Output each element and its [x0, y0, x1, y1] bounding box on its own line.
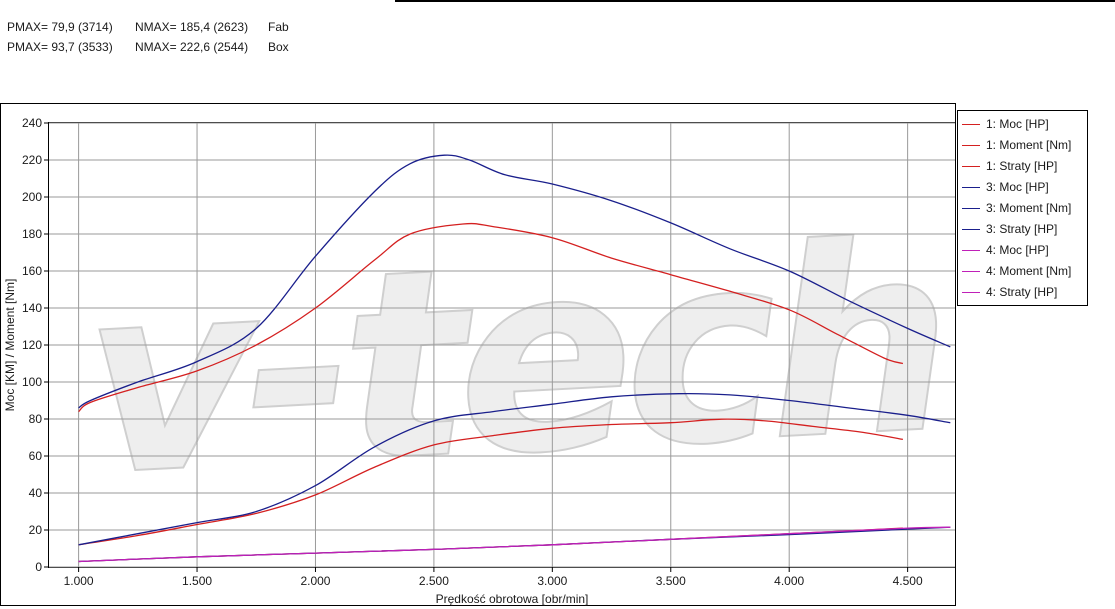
x-tick-label: 3.500	[656, 574, 686, 588]
legend-label: 1: Moc [HP]	[986, 117, 1049, 131]
legend-swatch	[962, 166, 980, 168]
legend-label: 4: Moment [Nm]	[986, 264, 1072, 278]
y-tick-label: 40	[29, 486, 43, 500]
pmax-value: PMAX= 79,9 (3714)	[7, 20, 113, 34]
legend-label: 4: Moc [HP]	[986, 243, 1049, 257]
series-layer	[78, 154, 951, 563]
top-divider	[395, 0, 1115, 2]
legend-swatch	[962, 250, 980, 252]
x-tick-label: 4.500	[893, 574, 923, 588]
legend-label: 1: Straty [HP]	[986, 159, 1058, 173]
x-tick-label: 1.500	[182, 574, 212, 588]
y-tick-label: 200	[22, 190, 42, 204]
y-tick-label: 0	[35, 560, 42, 574]
y-tick-label: 60	[29, 449, 43, 463]
legend-item: 1: Straty [HP]	[962, 157, 1057, 175]
series-line-2	[78, 222, 904, 413]
y-tick-label: 100	[22, 375, 42, 389]
series-line-4	[78, 392, 951, 546]
x-tick-label: 2.500	[419, 574, 449, 588]
y-tick-label: 160	[22, 264, 42, 278]
y-tick-label: 120	[22, 338, 42, 352]
nmax-value: NMAX= 185,4 (2623)	[135, 20, 249, 34]
y-axis-label: Moc [KM] / Moment [Nm]	[3, 279, 17, 412]
run-label: Fab	[268, 20, 289, 34]
x-axis: 1.000 1.500 2.000 2.500 3.000 3.500 4.000 4.500	[64, 567, 923, 588]
legend-swatch	[962, 292, 980, 294]
legend-label: 3: Moc [HP]	[986, 180, 1049, 194]
legend-swatch	[962, 145, 980, 147]
x-tick-label: 3.000	[537, 574, 567, 588]
y-tick-label: 80	[29, 412, 43, 426]
y-tick-label: 220	[22, 153, 42, 167]
y-tick-label: 240	[22, 116, 42, 130]
legend-item: 1: Moment [Nm]	[962, 136, 1071, 154]
series-line-1	[78, 418, 904, 546]
legend-item: 3: Moment [Nm]	[962, 199, 1071, 217]
grid	[49, 122, 955, 568]
legend-label: 1: Moment [Nm]	[986, 138, 1072, 152]
watermark-logo: v-tech	[78, 188, 950, 534]
legend-swatch	[962, 187, 980, 189]
x-tick-label: 2.000	[300, 574, 330, 588]
x-tick-label: 1.000	[64, 574, 94, 588]
legend-swatch	[962, 124, 980, 126]
legend-item: 3: Moc [HP]	[962, 178, 1049, 196]
legend-item: 4: Straty [HP]	[962, 283, 1057, 301]
legend: 1: Moc [HP] 1: Moment [Nm] 1: Straty [HP] 3…	[957, 110, 1088, 306]
legend-label: 3: Moment [Nm]	[986, 201, 1072, 215]
pmax-value: PMAX= 93,7 (3533)	[7, 40, 113, 54]
y-tick-label: 180	[22, 227, 42, 241]
legend-label: 4: Straty [HP]	[986, 285, 1058, 299]
legend-item: 4: Moment [Nm]	[962, 262, 1071, 280]
legend-item: 3: Straty [HP]	[962, 220, 1057, 238]
legend-item: 4: Moc [HP]	[962, 241, 1049, 259]
legend-label: 3: Straty [HP]	[986, 222, 1058, 236]
legend-swatch	[962, 271, 980, 273]
y-tick-label: 20	[29, 523, 43, 537]
y-axis: 0 20 40 60 80 100 120 140 160 180 200 220 240	[22, 116, 49, 574]
x-axis-label: Prędkość obrotowa [obr/min]	[436, 592, 589, 606]
run-label: Box	[268, 40, 289, 54]
series-line-5	[78, 154, 951, 409]
legend-item: 1: Moc [HP]	[962, 115, 1049, 133]
legend-swatch	[962, 208, 980, 210]
y-tick-label: 140	[22, 301, 42, 315]
nmax-value: NMAX= 222,6 (2544)	[135, 40, 249, 54]
legend-swatch	[962, 229, 980, 231]
series-line-9	[78, 526, 951, 563]
x-tick-label: 4.000	[774, 574, 804, 588]
